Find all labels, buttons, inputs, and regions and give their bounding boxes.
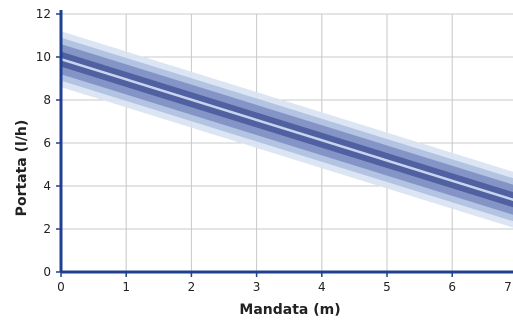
y-tick-label: 0 bbox=[43, 265, 51, 279]
x-tick-label: 2 bbox=[188, 280, 196, 294]
x-tick-label: 7 bbox=[504, 280, 512, 294]
series-lines bbox=[61, 57, 513, 201]
y-axis-title: Portata (l/h) bbox=[14, 120, 30, 217]
y-tick-label: 6 bbox=[43, 136, 51, 150]
y-tick-label: 2 bbox=[43, 222, 51, 236]
y-tick-label: 8 bbox=[43, 93, 51, 107]
x-tick-label: 1 bbox=[122, 280, 130, 294]
x-axis-title: Mandata (m) bbox=[239, 302, 340, 318]
y-tick-labels: 0 2 4 6 8 10 12 bbox=[36, 7, 61, 279]
y-tick-label: 10 bbox=[36, 50, 51, 64]
series-line bbox=[61, 57, 513, 201]
x-tick-labels: 0 1 2 3 4 5 6 7 bbox=[57, 272, 512, 294]
y-tick-label: 12 bbox=[36, 7, 51, 21]
x-tick-label: 3 bbox=[253, 280, 261, 294]
x-tick-label: 5 bbox=[383, 280, 391, 294]
x-tick-label: 0 bbox=[57, 280, 65, 294]
x-tick-label: 6 bbox=[448, 280, 456, 294]
y-tick-label: 4 bbox=[43, 179, 51, 193]
x-tick-label: 4 bbox=[318, 280, 326, 294]
